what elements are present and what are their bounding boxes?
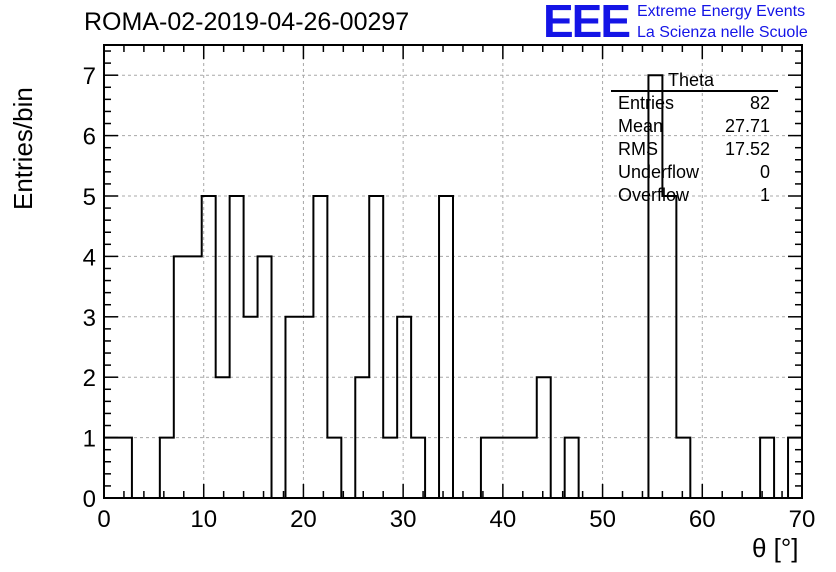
histogram-bin [299,317,313,498]
stats-label-rms: RMS [618,139,658,159]
y-tick-label: 1 [83,426,96,453]
histogram-bin [327,438,341,498]
histogram-bin [174,256,188,498]
x-tick-label: 50 [589,506,616,533]
x-axis-label: θ [°] [752,533,799,563]
stats-label-entries: Entries [618,93,675,113]
logo-subtitle-1: Extreme Energy Events [637,3,806,20]
y-tick-label: 0 [83,486,96,513]
histogram-bin [313,196,327,498]
stats-value-rms: 17.52 [724,139,770,159]
histogram-bin [216,377,230,498]
histogram-bin [118,438,132,498]
histogram-bin [411,438,425,498]
y-tick-label: 2 [83,365,96,392]
y-tick-label: 3 [83,305,96,332]
histogram-bin [244,317,258,498]
x-tick-label: 40 [490,506,517,533]
eee-logo: EEE [543,0,631,47]
histogram-bin [230,196,244,498]
stats-label-underflow: Underflow [618,162,700,182]
stats-value-underflow: 0 [759,162,770,182]
histogram-bin [788,438,802,498]
histogram-bin [523,438,537,498]
x-tick-label: 70 [789,506,816,533]
x-tick-label: 10 [190,506,217,533]
x-tick-label: 0 [97,506,110,533]
stats-value-mean: 27.71 [724,116,770,136]
histogram-bin [397,317,411,498]
histogram-bars [104,74,802,499]
histogram-outline [104,74,802,499]
y-tick-label: 7 [83,63,96,90]
stats-value-overflow: 1 [759,185,770,205]
histogram-bin [760,438,774,498]
plot-frame [103,44,803,499]
histogram-bin [383,438,397,498]
x-tick-label: 20 [290,506,317,533]
x-tick-label: 30 [390,506,417,533]
stats-label-mean: Mean [618,116,664,136]
histogram-bin [104,438,118,498]
histogram-bin [662,196,676,498]
histogram-bin [565,438,579,498]
histogram-bin [369,196,383,498]
y-tick-label: 5 [83,184,96,211]
histogram-bin [160,438,174,498]
histogram-bin [495,438,509,498]
y-tick-label: 4 [83,244,96,271]
y-axis-label: Entries/bin [8,87,38,210]
logo-subtitle-2: La Scienza nelle Scuole [637,24,808,41]
run-title: ROMA-02-2019-04-26-00297 [84,8,410,36]
histogram-bin [481,438,495,498]
histogram-bin [509,438,523,498]
stats-title: Theta [668,70,715,90]
histogram-bin [439,196,453,498]
histogram-bin [258,256,272,498]
stats-label-overflow: Overflow [618,185,690,205]
histogram-bin [676,438,690,498]
stats-value-entries: 82 [749,93,770,113]
x-tick-label: 60 [689,506,716,533]
histogram-bin [285,317,299,498]
y-tick-label: 6 [83,124,96,151]
